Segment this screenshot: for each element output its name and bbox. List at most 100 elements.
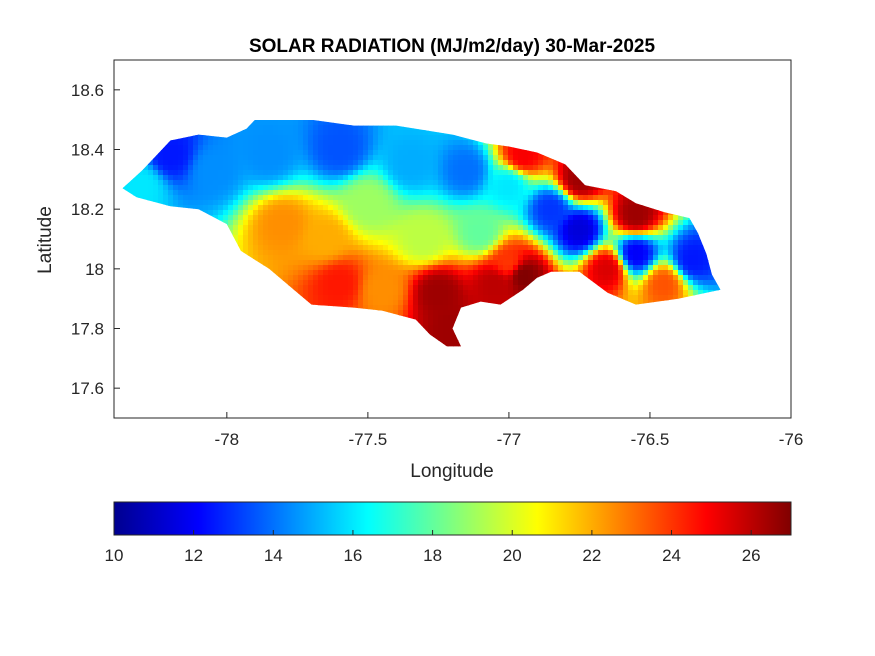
- heatmap-cell: [408, 240, 414, 246]
- heatmap-cell: [368, 165, 374, 171]
- heatmap-cell: [663, 230, 669, 236]
- heatmap-cell: [613, 200, 619, 206]
- heatmap-cell: [163, 190, 169, 196]
- heatmap-cell: [403, 260, 409, 266]
- heatmap-cell: [693, 255, 699, 261]
- heatmap-cell: [538, 195, 544, 201]
- heatmap-cell: [458, 140, 464, 146]
- heatmap-cell: [463, 205, 469, 211]
- heatmap-cell: [293, 275, 299, 281]
- heatmap-cell: [318, 120, 324, 126]
- heatmap-cell: [523, 160, 529, 166]
- heatmap-cell: [268, 135, 274, 141]
- heatmap-cell: [703, 255, 709, 261]
- heatmap-cell: [318, 270, 324, 276]
- heatmap-cell: [658, 270, 664, 276]
- heatmap-cell: [298, 155, 304, 161]
- heatmap-cell: [378, 275, 384, 281]
- heatmap-cell: [553, 175, 559, 181]
- heatmap-cell: [263, 135, 269, 141]
- heatmap-cell: [603, 250, 609, 256]
- heatmap-cell: [328, 250, 334, 256]
- heatmap-cell: [453, 200, 459, 206]
- heatmap-cell: [443, 140, 449, 146]
- heatmap-cell: [423, 290, 429, 296]
- heatmap-cell: [653, 240, 659, 246]
- heatmap-cell: [548, 265, 554, 271]
- heatmap-cell: [338, 220, 344, 226]
- heatmap-cell: [463, 150, 469, 156]
- heatmap-cell: [428, 135, 434, 141]
- heatmap-cell: [493, 230, 499, 236]
- heatmap-cell: [538, 185, 544, 191]
- heatmap-cell: [453, 155, 459, 161]
- heatmap-cell: [623, 200, 629, 206]
- heatmap-cell: [388, 160, 394, 166]
- heatmap-cell: [338, 125, 344, 131]
- heatmap-cell: [493, 145, 499, 151]
- heatmap-cell: [358, 130, 364, 136]
- heatmap-cell: [528, 160, 534, 166]
- heatmap-cell: [558, 185, 564, 191]
- heatmap-cell: [293, 160, 299, 166]
- heatmap-cell: [458, 270, 464, 276]
- heatmap-cell: [443, 295, 449, 301]
- heatmap-cell: [298, 265, 304, 271]
- heatmap-cell: [343, 205, 349, 211]
- heatmap-cell: [373, 245, 379, 251]
- heatmap-cell: [248, 220, 254, 226]
- heatmap-cell: [423, 225, 429, 231]
- heatmap-cell: [438, 315, 444, 321]
- heatmap-cell: [308, 265, 314, 271]
- heatmap-cell: [408, 205, 414, 211]
- heatmap-cell: [398, 190, 404, 196]
- heatmap-cell: [423, 275, 429, 281]
- heatmap-cell: [318, 260, 324, 266]
- heatmap-cell: [698, 265, 704, 271]
- heatmap-cell: [363, 200, 369, 206]
- heatmap-cell: [323, 160, 329, 166]
- heatmap-cell: [403, 200, 409, 206]
- heatmap-cell: [593, 185, 599, 191]
- heatmap-cell: [278, 255, 284, 261]
- heatmap-cell: [533, 235, 539, 241]
- heatmap-cell: [328, 225, 334, 231]
- heatmap-cell: [198, 165, 204, 171]
- heatmap-cell: [223, 190, 229, 196]
- heatmap-cell: [368, 250, 374, 256]
- heatmap-cell: [183, 190, 189, 196]
- heatmap-cell: [298, 290, 304, 296]
- heatmap-cell: [678, 290, 684, 296]
- heatmap-cell: [563, 265, 569, 271]
- heatmap-cell: [403, 225, 409, 231]
- heatmap-cell: [498, 300, 504, 306]
- heatmap-cell: [518, 175, 524, 181]
- heatmap-cell: [343, 130, 349, 136]
- heatmap-cell: [353, 170, 359, 176]
- heatmap-cell: [653, 225, 659, 231]
- heatmap-cell: [273, 145, 279, 151]
- heatmap-cell: [343, 190, 349, 196]
- heatmap-cell: [578, 190, 584, 196]
- heatmap-cell: [388, 145, 394, 151]
- heatmap-cell: [298, 170, 304, 176]
- heatmap-cell: [433, 270, 439, 276]
- heatmap-cell: [158, 170, 164, 176]
- heatmap-cell: [393, 240, 399, 246]
- heatmap-cell: [633, 210, 639, 216]
- heatmap-cell: [403, 210, 409, 216]
- heatmap-cell: [503, 225, 509, 231]
- heatmap-cell: [148, 165, 154, 171]
- heatmap-cell: [203, 145, 209, 151]
- heatmap-cell: [188, 150, 194, 156]
- heatmap-cell: [353, 255, 359, 261]
- heatmap-cell: [528, 175, 534, 181]
- heatmap-cell: [488, 215, 494, 221]
- heatmap-cell: [383, 175, 389, 181]
- heatmap-cell: [448, 140, 454, 146]
- heatmap-cell: [548, 160, 554, 166]
- heatmap-cell: [473, 280, 479, 286]
- heatmap-cell: [673, 250, 679, 256]
- heatmap-cell: [538, 230, 544, 236]
- heatmap-cell: [443, 195, 449, 201]
